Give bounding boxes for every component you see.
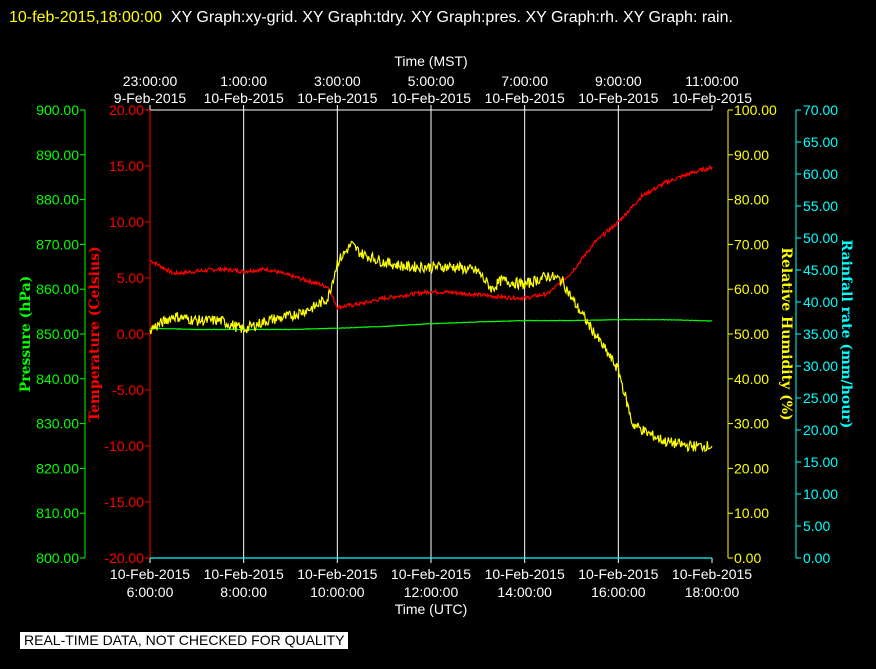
- x-tick-time: 10:00:00: [310, 584, 365, 600]
- x-tick-time: 8:00:00: [220, 584, 267, 600]
- axes: 10-Feb-2015 6:00:00 23:00:009-Feb-2015 10-F…: [18, 53, 854, 617]
- pressure-tick-label: 900.00: [36, 102, 79, 118]
- humidity-tick-label: 30.00: [734, 416, 769, 432]
- pressure-tick-label: 870.00: [36, 236, 79, 252]
- x-top-tick-time: 5:00:00: [408, 73, 455, 89]
- temperature-tick-label: -15.00: [104, 494, 144, 510]
- page-title: 10-feb-2015,18:00:00 XY Graph:xy-grid. X…: [9, 3, 867, 32]
- x-tick-date: 10-Feb-2015: [297, 566, 377, 582]
- humidity-tick-label: 0.00: [734, 550, 761, 566]
- rain-tick-label: 15.00: [803, 454, 838, 470]
- rain-axis-label: Rainfall rate (mm/hour): [838, 240, 854, 429]
- grid: [243, 110, 619, 558]
- x-tick-time: 14:00:00: [497, 584, 552, 600]
- rain-tick-label: 10.00: [803, 486, 838, 502]
- pressure-tick-label: 840.00: [36, 371, 79, 387]
- humidity-series-line: [149, 240, 713, 453]
- temperature-tick-label: 10.00: [109, 214, 144, 230]
- rain-tick-label: 55.00: [803, 198, 838, 214]
- rain-tick-label: 5.00: [803, 518, 830, 534]
- rain-tick-label: 20.00: [803, 422, 838, 438]
- temperature-tick-label: 20.00: [109, 102, 144, 118]
- rain-tick-label: 25.00: [803, 390, 838, 406]
- x-top-tick-time: 23:00:00: [123, 73, 178, 89]
- x-tick-time: 12:00:00: [404, 584, 459, 600]
- x-top-tick-time: 11:00:00: [685, 73, 739, 89]
- pressure-tick-label: 820.00: [36, 460, 79, 476]
- rain-tick-label: 30.00: [803, 358, 838, 374]
- x-top-tick-date: 10-Feb-2015: [297, 90, 377, 106]
- temperature-tick-label: 5.00: [117, 270, 144, 286]
- pressure-tick-label: 830.00: [36, 416, 79, 432]
- x-tick-date: 10-Feb-2015: [485, 566, 565, 582]
- x-top-tick-time: 7:00:00: [501, 73, 548, 89]
- temperature-tick-label: -10.00: [104, 438, 144, 454]
- humidity-tick-label: 80.00: [734, 192, 769, 208]
- x-tick-date: 10-Feb-2015: [204, 566, 284, 582]
- x-top-axis-label: Time (MST): [394, 53, 467, 69]
- x-top-tick-time: 9:00:00: [595, 73, 642, 89]
- humidity-tick-label: 50.00: [734, 326, 769, 342]
- x-top-tick-date: 10-Feb-2015: [391, 90, 471, 106]
- pressure-tick-label: 850.00: [36, 326, 79, 342]
- temperature-series-line: [149, 165, 713, 311]
- x-top-tick-date: 10-Feb-2015: [204, 90, 284, 106]
- series-lines: [149, 165, 713, 559]
- x-top-tick-date: 10-Feb-2015: [485, 90, 565, 106]
- rain-tick-label: 40.00: [803, 294, 838, 310]
- x-tick-date: 10-Feb-2015: [578, 566, 658, 582]
- temperature-tick-label: -20.00: [104, 550, 144, 566]
- graph-list: XY Graph:xy-grid. XY Graph:tdry. XY Grap…: [170, 9, 733, 26]
- rain-tick-label: 65.00: [803, 134, 838, 150]
- humidity-tick-label: 60.00: [734, 281, 769, 297]
- temperature-axis-label: Temperature (Celsius): [87, 246, 103, 421]
- humidity-tick-label: 20.00: [734, 460, 769, 476]
- rain-tick-label: 50.00: [803, 230, 838, 246]
- pressure-tick-label: 810.00: [36, 505, 79, 521]
- temperature-tick-label: 0.00: [117, 326, 144, 342]
- humidity-tick-label: 70.00: [734, 236, 769, 252]
- x-tick-time: 6:00:00: [127, 584, 174, 600]
- x-top-tick-date: 10-Feb-2015: [578, 90, 658, 106]
- quality-notice: REAL-TIME DATA, NOT CHECKED FOR QUALITY: [20, 632, 349, 649]
- x-tick-time: 16:00:00: [591, 584, 646, 600]
- humidity-tick-label: 10.00: [734, 505, 769, 521]
- pressure-tick-label: 800.00: [36, 550, 79, 566]
- x-tick-date: 10-Feb-2015: [391, 566, 471, 582]
- x-top-tick-date: 10-Feb-2015: [672, 90, 752, 106]
- rain-tick-label: 60.00: [803, 166, 838, 182]
- rain-tick-label: 0.00: [803, 550, 830, 566]
- pressure-axis-label: Pressure (hPa): [18, 276, 34, 393]
- x-top-tick-time: 1:00:00: [220, 73, 267, 89]
- pressure-tick-label: 880.00: [36, 192, 79, 208]
- rain-tick-label: 70.00: [803, 102, 838, 118]
- humidity-tick-label: 90.00: [734, 147, 769, 163]
- temperature-tick-label: -5.00: [112, 382, 144, 398]
- x-tick-time: 18:00:00: [685, 584, 740, 600]
- humidity-tick-label: 100.00: [734, 102, 777, 118]
- humidity-axis-label: Relative Humidity (%): [778, 247, 794, 420]
- x-top-tick-time: 3:00:00: [314, 73, 361, 89]
- pressure-tick-label: 860.00: [36, 281, 79, 297]
- pressure-tick-label: 890.00: [36, 147, 79, 163]
- timestamp: 10-feb-2015,18:00:00: [9, 9, 163, 26]
- x-tick-date: 10-Feb-2015: [672, 566, 752, 582]
- rain-tick-label: 45.00: [803, 262, 838, 278]
- humidity-tick-label: 40.00: [734, 371, 769, 387]
- x-bottom-axis-label: Time (UTC): [395, 601, 468, 617]
- rain-tick-label: 35.00: [803, 326, 838, 342]
- x-top-tick-date: 9-Feb-2015: [114, 90, 187, 106]
- x-tick-date: 10-Feb-2015: [110, 566, 190, 582]
- temperature-tick-label: 15.00: [109, 158, 144, 174]
